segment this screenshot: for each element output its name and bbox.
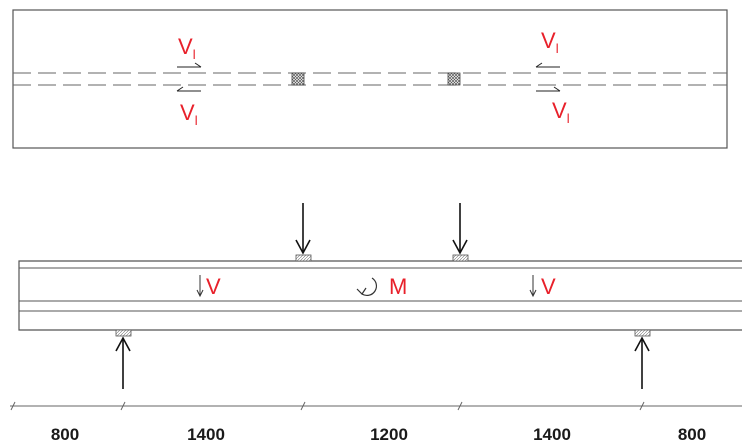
plan-load-plate-right — [447, 72, 461, 86]
plan-view: Vl Vl Vl Vl — [12, 9, 728, 149]
dimension-label-3: 1200 — [370, 425, 408, 441]
plan-shear-label-bottom-right: Vl — [552, 98, 570, 126]
elevation-view: V V M — [18, 203, 742, 389]
dimension-label-4: 1400 — [533, 425, 571, 441]
shear-arrow-right — [529, 275, 537, 298]
moment-icon — [356, 277, 378, 297]
plan-shear-label-top-right: Vl — [541, 28, 559, 56]
plan-outline — [12, 9, 728, 149]
load-arrow-left — [295, 203, 311, 255]
reaction-arrow-right — [634, 336, 650, 389]
plan-shear-arrow-bottom-right — [536, 86, 561, 92]
shear-label-right: V — [541, 274, 556, 299]
moment-label: M — [389, 274, 407, 299]
load-arrow-right — [452, 203, 468, 255]
plan-shear-arrow-bottom-left — [176, 86, 201, 92]
plan-load-plate-left — [291, 72, 305, 86]
shear-arrow-left — [196, 275, 204, 298]
support-plate-right — [634, 329, 651, 337]
dimension-ticks — [10, 401, 645, 411]
load-plate-left — [295, 254, 312, 262]
plan-shear-arrow-top-left — [177, 62, 202, 68]
support-plate-left — [115, 329, 132, 337]
reaction-arrow-left — [115, 336, 131, 389]
shear-label-left: V — [206, 274, 221, 299]
plan-shear-label-bottom-left: Vl — [180, 100, 198, 128]
load-plate-right — [452, 254, 469, 262]
dimension-line: 800 1400 1200 1400 800 — [10, 401, 742, 441]
dimension-label-5: 800 — [678, 425, 706, 441]
plan-shear-arrow-top-right — [535, 62, 560, 68]
beam-outline — [18, 260, 742, 331]
dimension-label-2: 1400 — [187, 425, 225, 441]
plan-shear-label-top-left: Vl — [178, 34, 196, 62]
dimension-label-1: 800 — [51, 425, 79, 441]
